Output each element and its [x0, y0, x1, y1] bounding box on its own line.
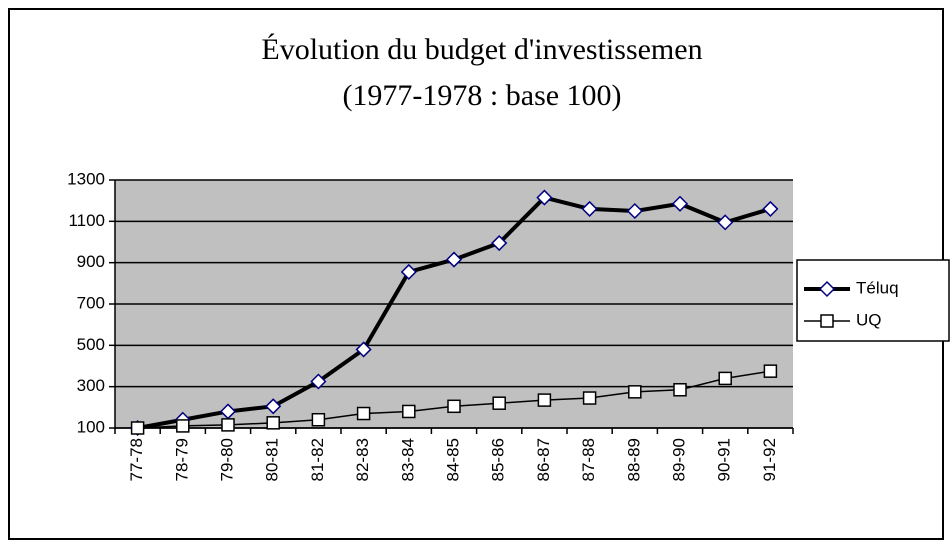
marker — [221, 418, 235, 432]
x-tick-label: 80-81 — [263, 438, 282, 481]
x-tick-label: 91-92 — [760, 438, 779, 481]
marker — [447, 399, 461, 414]
x-tick-label: 81-82 — [308, 438, 327, 481]
marker — [445, 251, 463, 268]
chart-subtitle: (1977-1978 : base 100) — [342, 79, 621, 112]
x-tick-label: 82-83 — [353, 438, 372, 481]
legend-marker — [820, 314, 834, 328]
legend-label: UQ — [856, 310, 882, 329]
marker — [626, 202, 643, 220]
marker — [265, 398, 282, 415]
marker — [400, 263, 417, 281]
marker — [536, 189, 553, 206]
marker — [311, 412, 326, 427]
marker — [718, 371, 732, 386]
y-tick-label: 1100 — [68, 211, 105, 230]
marker — [356, 406, 371, 421]
y-tick-label: 700 — [77, 293, 105, 312]
marker — [762, 200, 779, 217]
marker — [266, 416, 280, 430]
x-tick-label: 83-84 — [398, 438, 417, 481]
y-tick-label: 300 — [77, 376, 105, 395]
y-tick-label: 100 — [77, 417, 105, 436]
marker — [673, 383, 687, 397]
x-tick-label: 77-78 — [127, 438, 146, 481]
marker — [402, 404, 416, 419]
x-tick-label: 87-88 — [579, 438, 598, 481]
marker — [492, 396, 506, 410]
x-tick-label: 85-86 — [489, 438, 508, 481]
marker — [537, 393, 552, 407]
marker — [763, 364, 778, 378]
y-tick-label: 900 — [77, 252, 105, 271]
marker — [628, 385, 642, 399]
marker — [717, 214, 734, 231]
y-tick-label: 500 — [77, 335, 105, 354]
marker — [582, 391, 597, 405]
marker — [355, 341, 372, 358]
marker — [581, 200, 598, 217]
marker — [176, 419, 190, 433]
x-tick-label: 89-90 — [669, 438, 688, 481]
x-tick-label: 84-85 — [443, 438, 462, 481]
x-tick-label: 90-91 — [715, 438, 734, 481]
legend-marker — [818, 280, 836, 298]
legend-label: Téluq — [856, 278, 899, 297]
x-tick-label: 79-80 — [217, 438, 236, 481]
marker — [491, 234, 508, 252]
x-tick-label: 86-87 — [534, 438, 553, 481]
x-tick-label: 78-79 — [172, 438, 191, 481]
chart-title: Évolution du budget d'investissemen — [261, 33, 702, 66]
marker — [130, 421, 145, 435]
marker — [671, 195, 689, 212]
x-tick-label: 88-89 — [624, 438, 643, 481]
y-tick-label: 1300 — [67, 169, 105, 188]
marker — [310, 373, 327, 390]
